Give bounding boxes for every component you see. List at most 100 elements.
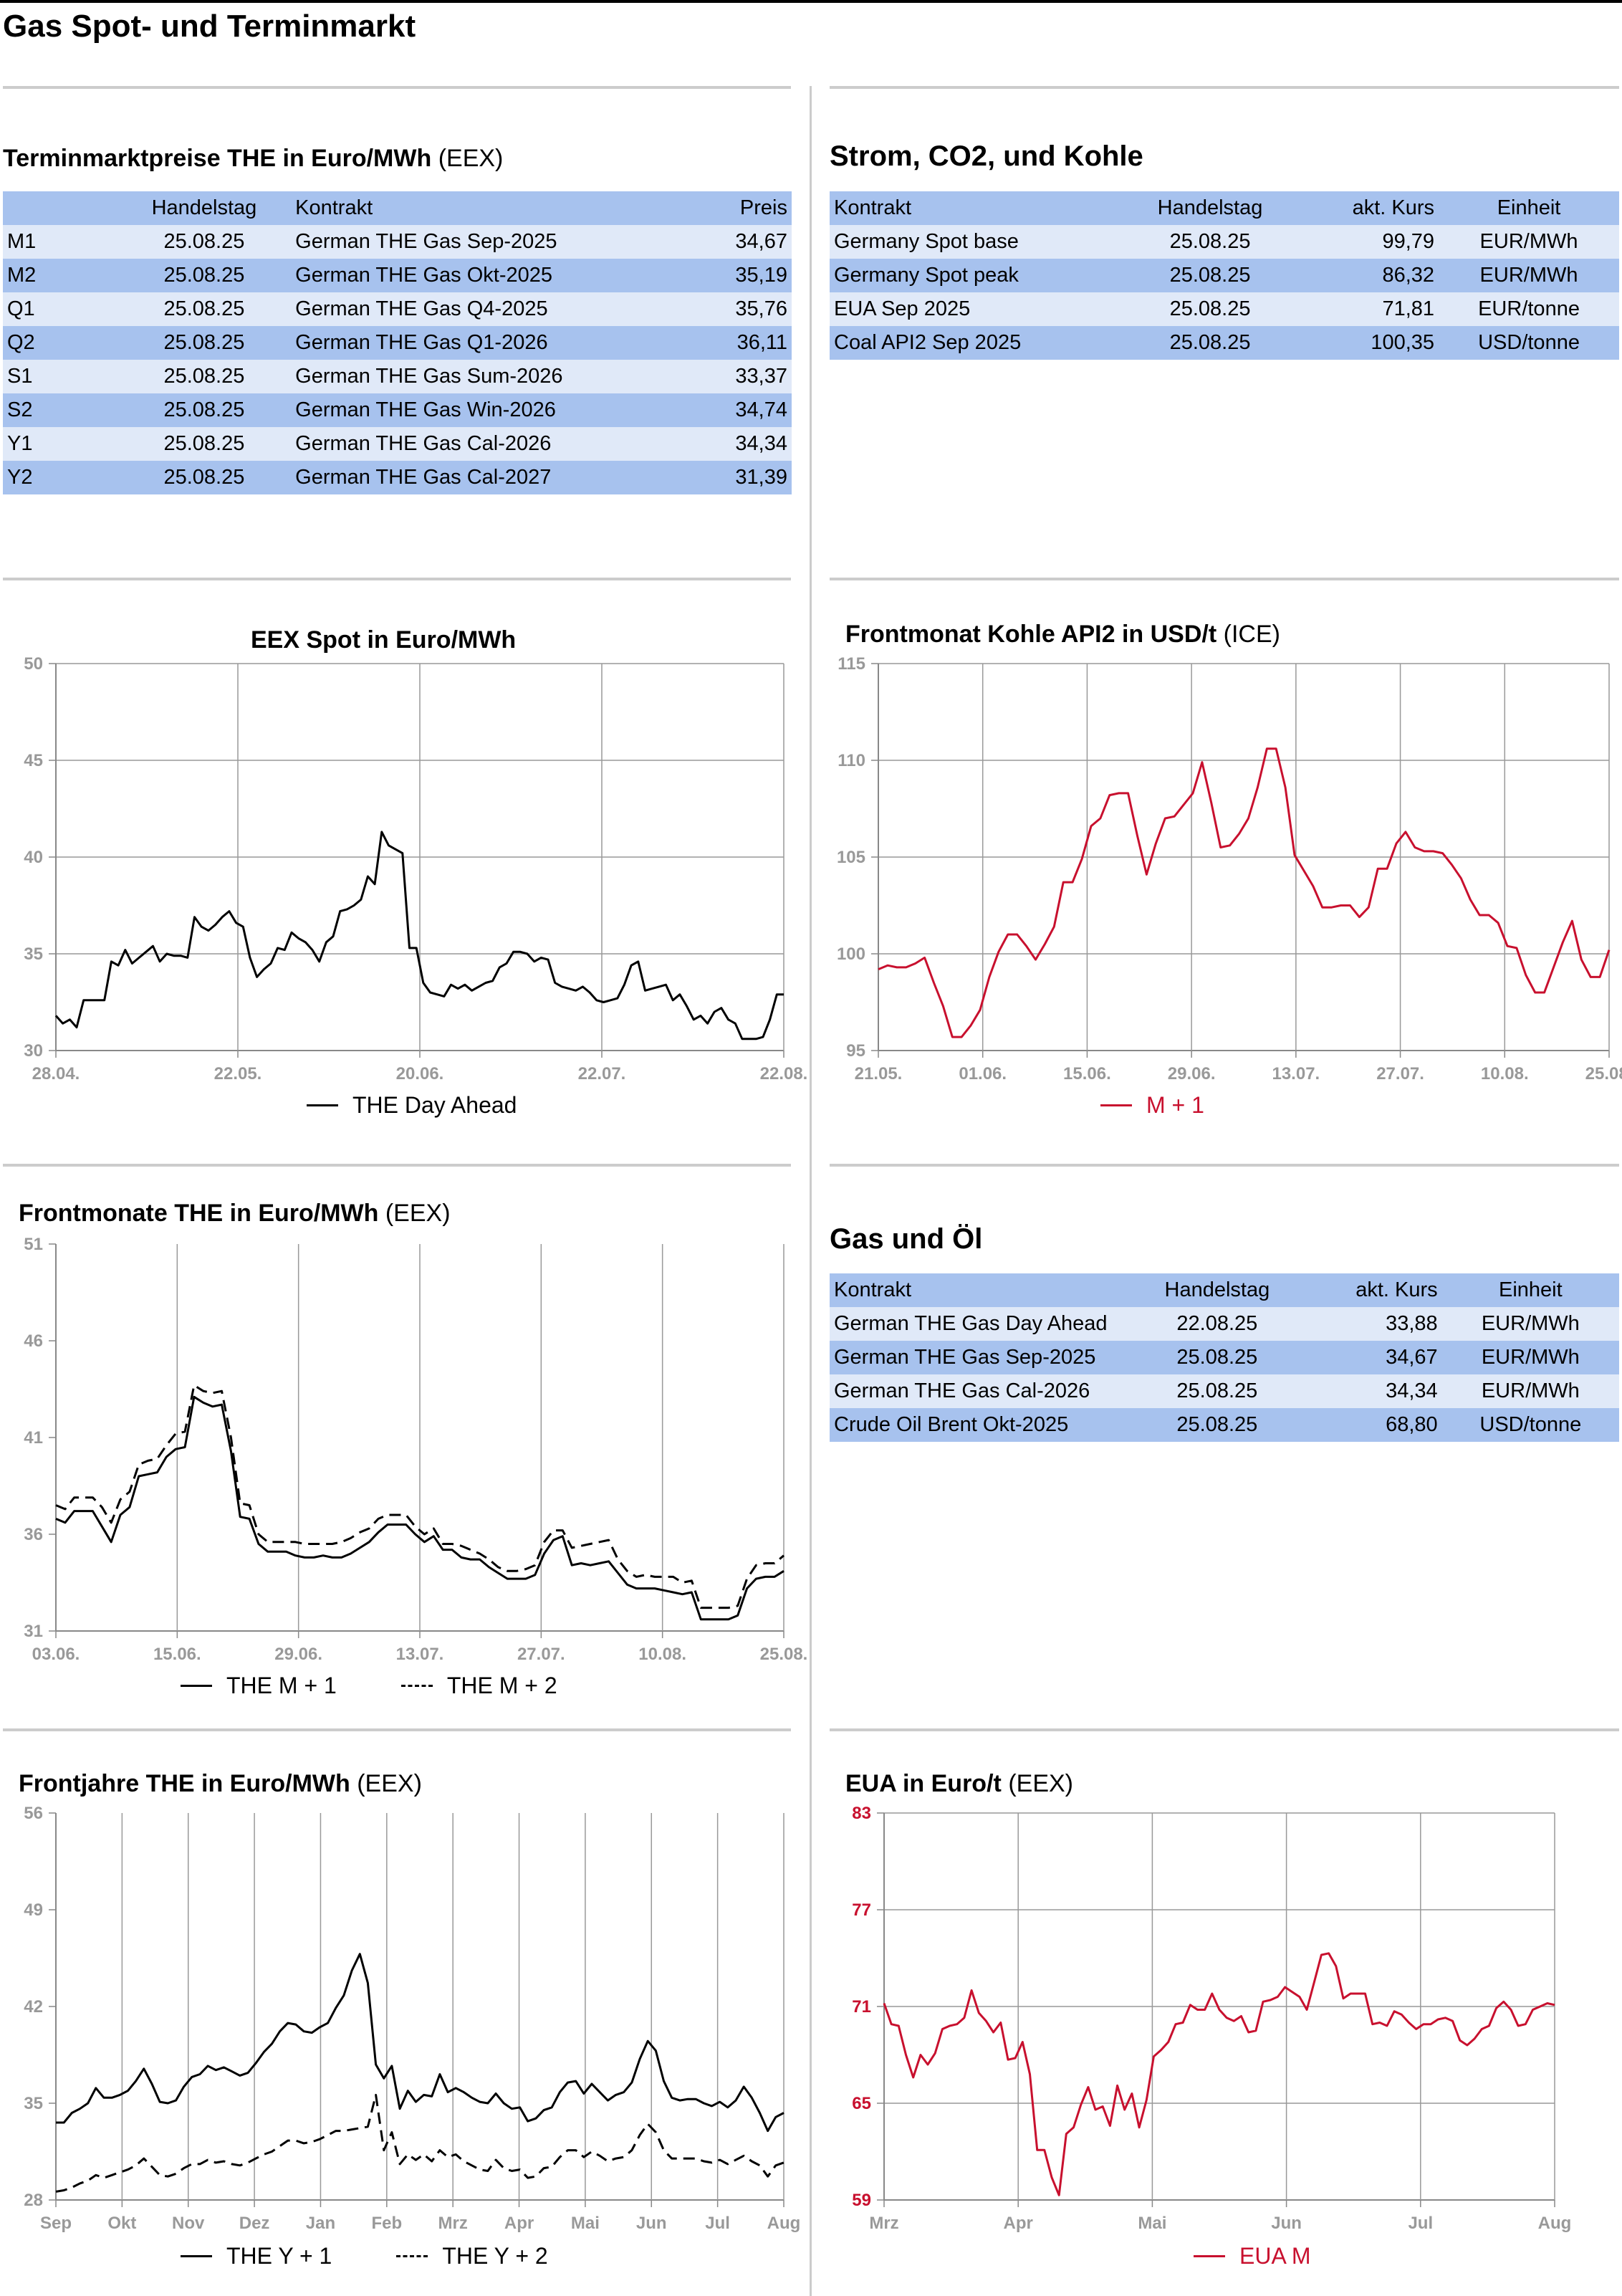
table-cell: EUR/MWh xyxy=(1441,1341,1619,1374)
y-tick-label: 42 xyxy=(24,1997,43,2017)
kohle-chart: 95 100 105 110 115 21.05. 01.06. 15.06. 29.06. 13… xyxy=(837,654,1622,1084)
x-tick-label: 21.05. xyxy=(855,1064,903,1084)
frontmonate-chart-title: Frontmonate THE in Euro/MWh (EEX) xyxy=(19,1200,451,1227)
table-row: Y1 25.08.25 German THE Gas Cal-2026 34,34 xyxy=(3,427,792,461)
series-line-spot-1 xyxy=(54,831,784,1041)
table-cell: M1 xyxy=(3,225,117,259)
legend-item: THE Day Ahead xyxy=(307,1092,517,1119)
table-cell: 36,11 xyxy=(687,326,792,360)
table-cell: Germany Spot peak xyxy=(830,259,1127,292)
table-cell: USD/tonne xyxy=(1441,1408,1619,1442)
table-cell: 25.08.25 xyxy=(1135,1374,1300,1408)
series-line-kohle-1 xyxy=(878,747,1611,1038)
y-tick-label: 100 xyxy=(837,944,865,964)
top-rule xyxy=(0,0,1622,3)
legend-swatch xyxy=(400,1685,433,1687)
separator xyxy=(3,578,791,580)
y-tick-label: 65 xyxy=(852,2094,871,2113)
legend-item: THE M + 2 xyxy=(400,1673,557,1699)
table-cell: 25.08.25 xyxy=(117,292,292,326)
x-tick-label: 10.08. xyxy=(1481,1064,1529,1084)
x-tick-label: Dez xyxy=(239,2214,270,2233)
page-title: Gas Spot- und Terminmarkt xyxy=(3,9,416,44)
y-tick-label: 51 xyxy=(24,1235,43,1254)
table-cell: German THE Gas Cal-2026 xyxy=(830,1374,1136,1408)
x-tick-label: 25.08. xyxy=(760,1645,808,1664)
x-tick-label: Okt xyxy=(107,2214,136,2233)
table-cell: 71,81 xyxy=(1293,292,1439,326)
x-tick-label: 15.06. xyxy=(1063,1064,1111,1084)
legend-item: THE Y + 2 xyxy=(396,2243,548,2269)
gridlines xyxy=(877,1812,1555,2207)
table-cell: 34,67 xyxy=(687,225,792,259)
strom-title: Strom, CO2, und Kohle xyxy=(830,140,1143,172)
x-tick-label: Apr xyxy=(504,2214,534,2233)
table-cell: 25.08.25 xyxy=(1135,1341,1300,1374)
x-tick-label: Aug xyxy=(767,2214,801,2233)
column-divider xyxy=(810,86,812,2296)
table-cell: 34,34 xyxy=(687,427,792,461)
table-cell: 25.08.25 xyxy=(1126,326,1294,360)
table-cell: 35,76 xyxy=(687,292,792,326)
x-tick-label: Apr xyxy=(1004,2214,1033,2233)
table-cell: Q2 xyxy=(3,326,117,360)
table-cell: 33,37 xyxy=(687,360,792,393)
y-tick-label: 31 xyxy=(24,1622,43,1641)
termin-title: Terminmarktpreise THE in Euro/MWh (EEX) xyxy=(3,145,504,172)
table-cell: EUA Sep 2025 xyxy=(830,292,1127,326)
y-tick-label: 41 xyxy=(24,1428,43,1448)
table-row: Q1 25.08.25 German THE Gas Q4-2025 35,76 xyxy=(3,292,792,326)
table-row: S2 25.08.25 German THE Gas Win-2026 34,74 xyxy=(3,393,792,427)
y-tick-label: 110 xyxy=(838,751,865,770)
gasoel-table: Kontrakt Handelstag akt. Kurs Einheit German… xyxy=(830,1273,1619,1442)
table-row: Y2 25.08.25 German THE Gas Cal-2027 31,39 xyxy=(3,461,792,494)
table-cell: German THE Gas Okt-2025 xyxy=(291,259,687,292)
table-cell: 25.08.25 xyxy=(117,360,292,393)
y-tick-label: 28 xyxy=(24,2191,43,2210)
legend-swatch xyxy=(181,2255,212,2257)
frontmonate-chart: 31 36 41 46 51 03.06. 15.06. 29.06. 13.07. 27.07.… xyxy=(24,1235,807,1664)
x-tick-label: Jul xyxy=(705,2214,730,2233)
column-header: Handelstag xyxy=(1135,1273,1300,1307)
table-row: German THE Gas Cal-2026 25.08.25 34,34 EUR/… xyxy=(830,1374,1619,1408)
table-cell: 68,80 xyxy=(1299,1408,1442,1442)
table-cell: EUR/MWh xyxy=(1439,259,1619,292)
x-tick-label: 10.08. xyxy=(638,1645,686,1664)
table-cell: German THE Gas Day Ahead xyxy=(830,1307,1136,1341)
table-cell: German THE Gas Win-2026 xyxy=(291,393,687,427)
table-cell: 25.08.25 xyxy=(117,461,292,494)
table-cell: 25.08.25 xyxy=(117,393,292,427)
termin-table: Handelstag Kontrakt Preis M1 25.08.25 German … xyxy=(3,191,792,494)
x-tick-label: Aug xyxy=(1538,2214,1572,2233)
y-tick-label: 56 xyxy=(24,1804,43,1823)
legend-swatch xyxy=(181,1685,212,1687)
series-line-frontmonate-2 xyxy=(55,1384,784,1609)
table-cell: S2 xyxy=(3,393,117,427)
x-tick-label: Mrz xyxy=(438,2214,468,2233)
legend-swatch xyxy=(396,2255,428,2257)
eua-legend: EUA M xyxy=(1194,2243,1311,2269)
x-tick-label: Jun xyxy=(1271,2214,1302,2233)
separator xyxy=(830,578,1619,580)
y-tick-label: 35 xyxy=(24,944,43,964)
table-cell: 25.08.25 xyxy=(117,225,292,259)
strom-table: Kontrakt Handelstag akt. Kurs Einheit German… xyxy=(830,191,1619,360)
frontjahre-chart: 28 35 42 49 56 Sep Okt Nov Dez Jan Feb Mrz Apr Mai Jun… xyxy=(24,1804,801,2233)
eua-chart: 59 65 71 77 83 Mrz Apr Mai Jun Jul Aug xyxy=(852,1804,1572,2233)
x-tick-label: 29.06. xyxy=(274,1645,322,1664)
legend-item: THE M + 1 xyxy=(181,1673,337,1699)
x-tick-label: 29.06. xyxy=(1168,1064,1216,1084)
table-cell: EUR/MWh xyxy=(1439,225,1619,259)
table-row: German THE Gas Day Ahead 22.08.25 33,88 EUR… xyxy=(830,1307,1619,1341)
y-tick-label: 83 xyxy=(852,1804,871,1823)
table-cell: German THE Gas Sum-2026 xyxy=(291,360,687,393)
table-cell: S1 xyxy=(3,360,117,393)
table-cell: Crude Oil Brent Okt-2025 xyxy=(830,1408,1136,1442)
y-tick-label: 49 xyxy=(24,1900,43,1920)
gridlines xyxy=(49,663,784,1058)
table-row: M1 25.08.25 German THE Gas Sep-2025 34,67 xyxy=(3,225,792,259)
x-tick-label: 20.06. xyxy=(396,1064,444,1084)
table-cell: M2 xyxy=(3,259,117,292)
frontmonate-legend: THE M + 1 THE M + 2 xyxy=(181,1673,557,1699)
y-tick-label: 46 xyxy=(24,1331,43,1351)
